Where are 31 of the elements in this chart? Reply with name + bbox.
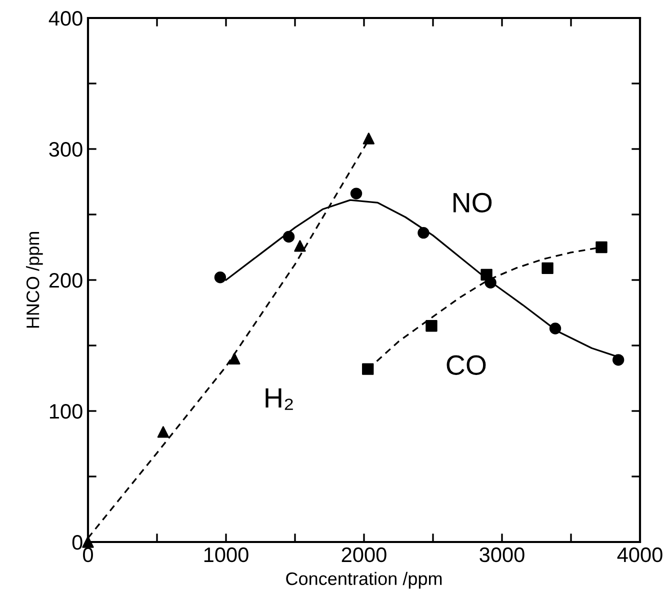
point <box>82 536 94 548</box>
point <box>542 262 554 274</box>
x-tick-label: 4000 <box>617 547 662 562</box>
x-axis-title: Concentration /ppm <box>286 572 442 589</box>
point <box>350 188 362 200</box>
y-axis-title: HNCO /ppm <box>26 232 43 328</box>
point <box>426 320 438 332</box>
y-tick-label: 100 <box>50 404 82 419</box>
point <box>157 426 170 438</box>
point <box>596 241 608 254</box>
series-label: CO <box>446 355 486 375</box>
point <box>294 240 306 252</box>
y-tick-label: 200 <box>49 273 82 288</box>
x-tick-label: 2000 <box>342 547 386 562</box>
point <box>214 272 226 284</box>
point <box>549 322 562 334</box>
point <box>362 132 375 144</box>
y-tick-label: 0 <box>72 535 82 550</box>
x-tick-label: 0 <box>83 547 93 562</box>
point <box>228 352 240 364</box>
y-tick-label: 300 <box>49 142 82 157</box>
point <box>418 226 430 239</box>
series-label: H₂ <box>266 388 293 410</box>
point <box>362 363 374 375</box>
point <box>612 354 624 366</box>
y-tick-label: 400 <box>48 11 82 26</box>
x-tick-label: 1000 <box>204 547 248 562</box>
point <box>480 268 492 281</box>
series-label: NO <box>454 192 492 213</box>
point <box>282 230 295 243</box>
x-tick-label: 3000 <box>480 547 524 562</box>
